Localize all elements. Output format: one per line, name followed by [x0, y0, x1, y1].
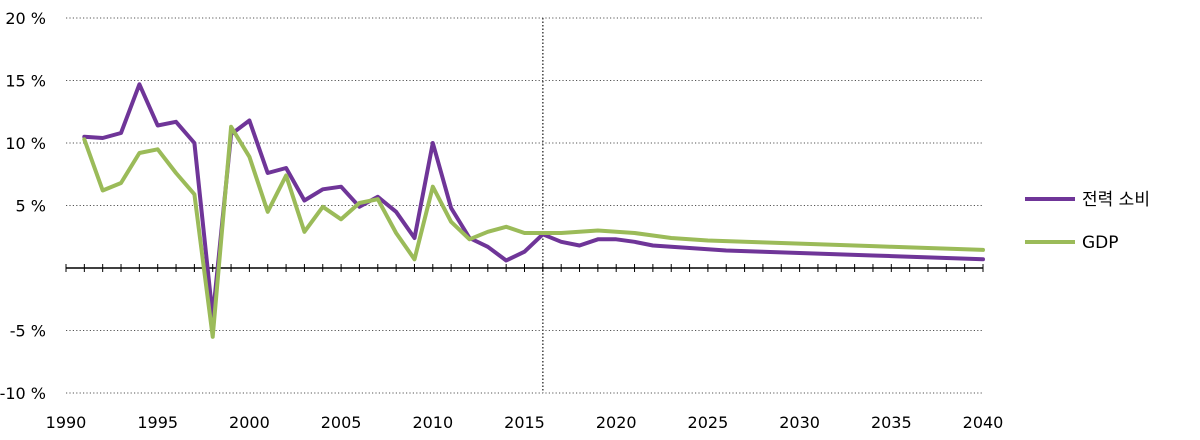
y-tick-label: 20 % — [5, 9, 46, 28]
x-tick-label: 2000 — [229, 413, 270, 432]
x-tick-label: 1990 — [46, 413, 87, 432]
y-tick-label: -10 % — [0, 384, 46, 403]
x-tick-label: 2010 — [412, 413, 453, 432]
series-line-gdp — [82, 124, 985, 339]
x-tick-label: 2040 — [963, 413, 1004, 432]
x-tick-label: 2030 — [779, 413, 820, 432]
y-tick-label: 10 % — [5, 134, 46, 153]
x-tick-label: 2015 — [504, 413, 545, 432]
x-tick-label: 1995 — [137, 413, 178, 432]
gridlines — [66, 17, 983, 394]
x-tick-label: 2005 — [321, 413, 362, 432]
y-tick-label: 15 % — [5, 72, 46, 91]
x-tick-label: 2020 — [596, 413, 637, 432]
y-axis-ticks: -10 % -5 % 5 % 10 % 15 % 20 % — [0, 9, 46, 403]
series-lines — [82, 82, 985, 339]
y-tick-label: -5 % — [10, 322, 46, 341]
legend-label: GDP — [1082, 233, 1119, 253]
legend: 전력 소비 GDP — [1025, 190, 1150, 253]
x-tick-label: 2035 — [871, 413, 912, 432]
x-axis-ticks: 1990 1995 2000 2005 2010 2015 2020 2025 2030 2035… — [46, 264, 1004, 432]
legend-label: 전력 소비 — [1082, 190, 1150, 210]
x-tick-label: 2025 — [688, 413, 729, 432]
y-tick-label: 5 % — [16, 197, 46, 216]
